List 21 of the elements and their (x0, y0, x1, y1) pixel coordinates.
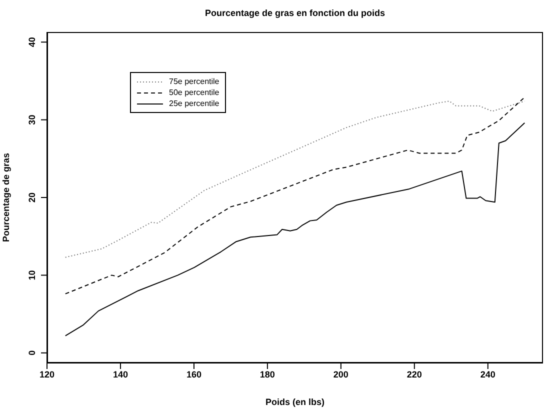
line-series (64, 96, 526, 294)
x-axis-title: Poids (en lbs) (265, 397, 325, 407)
x-tick-label: 240 (480, 369, 496, 380)
y-tick-label: 0 (27, 350, 37, 356)
x-tick-label: 140 (112, 369, 128, 380)
legend-label: 25e percentile (169, 99, 220, 108)
y-tick-label: 20 (27, 192, 37, 203)
y-axis-title: Pourcentage de gras (1, 152, 12, 242)
y-tick-label: 30 (27, 114, 37, 125)
line-series (64, 122, 526, 336)
x-tick-label: 160 (186, 369, 202, 380)
legend-label: 75e percentile (169, 77, 220, 86)
y-tick-label: 10 (27, 270, 37, 280)
x-tick-label: 120 (39, 369, 55, 380)
legend-label: 50e percentile (169, 88, 220, 97)
line-series (64, 100, 526, 258)
x-tick-label: 200 (333, 369, 348, 380)
chart-title: Pourcentage de gras en fonction du poids (204, 8, 386, 18)
x-tick-label: 220 (406, 369, 422, 380)
x-tick-label: 180 (260, 369, 275, 380)
y-tick-label: 40 (27, 37, 37, 48)
